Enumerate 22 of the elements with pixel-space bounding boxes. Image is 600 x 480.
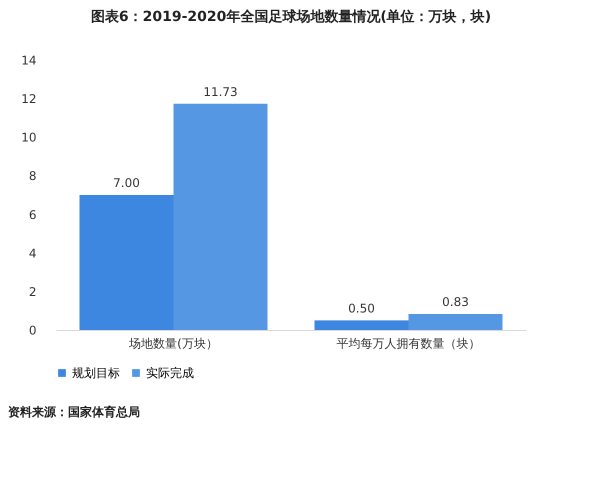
y-tick-label: 10 (21, 130, 36, 145)
data-label: 11.73 (203, 84, 238, 99)
x-tick-label: 场地数量(万块） (128, 336, 218, 350)
y-tick-label: 8 (28, 169, 36, 184)
y-tick-label: 4 (28, 246, 36, 260)
legend-label: 规划目标 (72, 366, 120, 380)
bar (314, 320, 408, 330)
x-tick-label: 平均每万人拥有数量（块） (336, 336, 480, 350)
data-label: 0.50 (348, 301, 375, 316)
bar (408, 314, 502, 330)
y-tick-label: 14 (21, 54, 36, 68)
y-tick-label: 6 (28, 208, 36, 222)
legend-label: 实际完成 (146, 366, 194, 380)
text: 资料来源：国家体育总局 (8, 404, 140, 421)
chart-title: 图表6：2019-2020年全国足球场地数量情况(单位：万块，块) (90, 9, 492, 25)
bar (174, 104, 268, 330)
bar (80, 195, 174, 330)
y-tick-label: 12 (21, 92, 36, 106)
y-tick-label: 0 (28, 324, 36, 338)
data-label: 0.83 (442, 294, 469, 309)
data-label: 7.00 (113, 176, 140, 190)
y-tick-label: 2 (28, 284, 36, 299)
